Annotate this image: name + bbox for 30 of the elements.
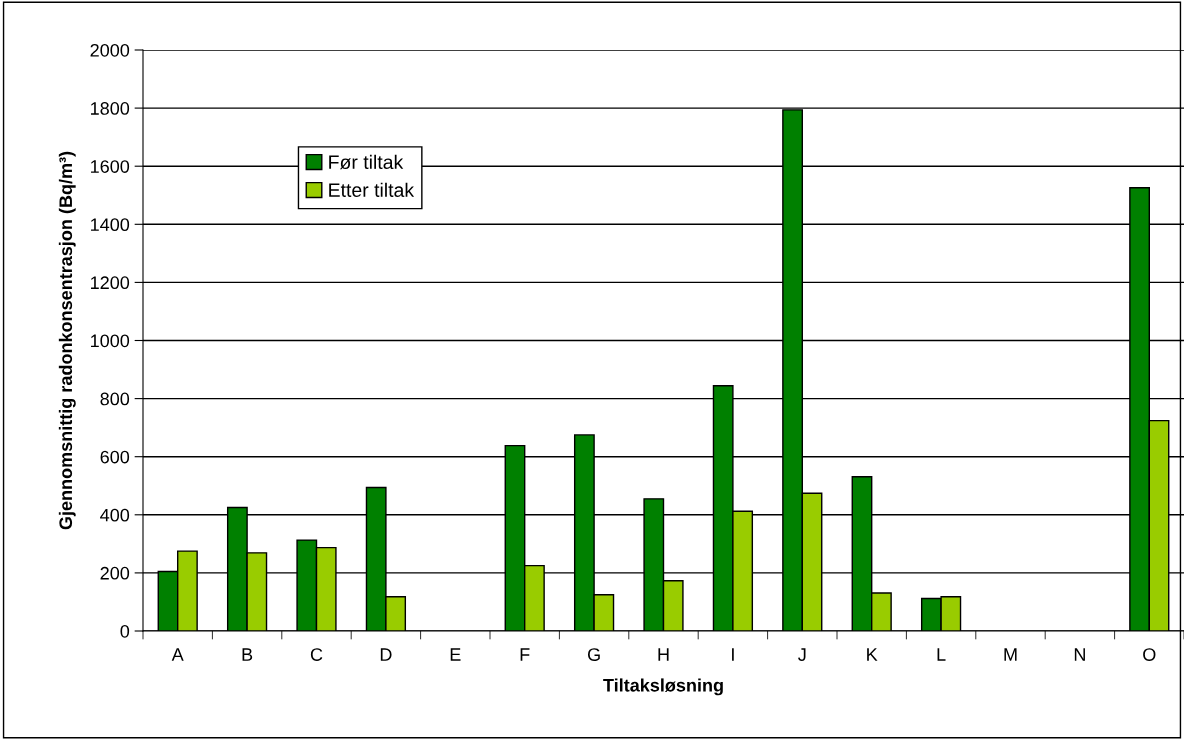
y-tick-label: 1000: [91, 334, 130, 348]
x-tick-label: F: [520, 648, 530, 661]
y-tick-label: 200: [100, 566, 130, 580]
y-tick-label: 2000: [90, 43, 130, 57]
x-tick-label: M: [1004, 648, 1017, 661]
x-tick-label: G: [587, 648, 600, 661]
y-tick-label: 1400: [91, 218, 130, 232]
y-tick-label: 800: [100, 392, 130, 406]
y-tick-label: 400: [100, 508, 130, 522]
x-tick-label: H: [658, 648, 669, 661]
y-tick-label: 1800: [91, 102, 130, 115]
x-tick-label: D: [380, 648, 392, 661]
x-tick-label: O: [1143, 648, 1156, 661]
x-tick-label: I: [732, 648, 734, 661]
y-axis-title: Gjennomsnittig radonkonsentrasjon (Bq/m³): [58, 151, 76, 530]
legend-label: Før tiltak: [329, 154, 404, 170]
y-tick-label: 600: [100, 450, 130, 464]
x-tick-label: N: [1074, 648, 1085, 661]
y-tick-label: 1600: [91, 160, 130, 173]
x-tick-label: A: [171, 648, 184, 661]
x-tick-label: B: [242, 648, 253, 661]
x-tick-label: C: [310, 648, 323, 661]
y-tick-label: 0: [120, 624, 130, 638]
legend-label: Etter tiltak: [329, 182, 415, 197]
x-tick-label: E: [450, 648, 461, 661]
y-tick-label: 1200: [91, 276, 130, 290]
x-tick-label: J: [798, 648, 806, 661]
x-tick-label: K: [867, 648, 878, 661]
x-tick-label: L: [937, 648, 946, 661]
x-axis-title: Tiltaksløsning: [603, 678, 723, 696]
